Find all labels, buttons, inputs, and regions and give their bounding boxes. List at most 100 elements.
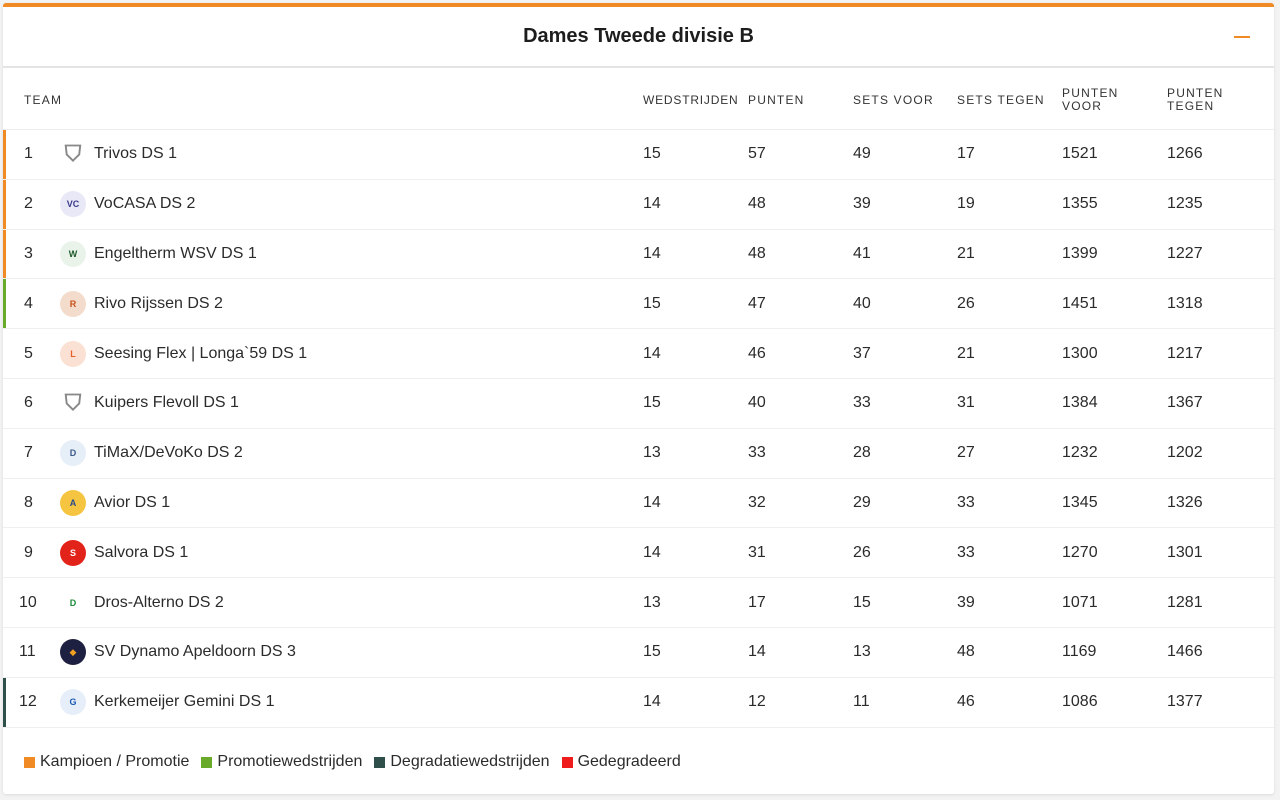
legend-item: Promotiewedstrijden xyxy=(201,753,362,771)
cell-w: 14 xyxy=(643,244,661,262)
cell-sv: 37 xyxy=(853,344,871,362)
status-indicator xyxy=(3,279,6,329)
cell-pv: 1451 xyxy=(1062,294,1098,312)
team-name[interactable]: Engeltherm WSV DS 1 xyxy=(94,244,257,262)
team-name[interactable]: Salvora DS 1 xyxy=(94,543,189,561)
cell-w: 14 xyxy=(643,543,661,561)
card-header: Dames Tweede divisie B xyxy=(3,7,1274,68)
cell-st: 19 xyxy=(957,195,975,213)
cell-w: 13 xyxy=(643,593,661,611)
devoko-logo-icon: D xyxy=(60,440,86,467)
table-header: TEAM WEDSTRIJDEN PUNTEN SETS VOOR SETS T… xyxy=(3,68,1274,130)
cell-pv: 1169 xyxy=(1062,643,1097,661)
cell-w: 14 xyxy=(643,493,661,511)
table-row[interactable]: 10 D Dros-Alterno DS 2 13 17 15 39 1071 1281 xyxy=(3,578,1274,628)
team-name[interactable]: Dros-Alterno DS 2 xyxy=(94,593,224,611)
status-indicator xyxy=(3,329,6,378)
table-row[interactable]: 7 D TiMaX/DeVoKo DS 2 13 33 28 27 1232 1202 xyxy=(3,429,1274,479)
table-row[interactable]: 11 ◆ SV Dynamo Apeldoorn DS 3 15 14 13 48 116… xyxy=(3,628,1274,678)
cell-st: 21 xyxy=(957,344,975,362)
col-wedstrijden: WEDSTRIJDEN xyxy=(643,93,739,107)
cell-pv: 1345 xyxy=(1062,493,1098,511)
table-row[interactable]: 2 VC VoCASA DS 2 14 48 39 19 1355 1235 xyxy=(3,179,1274,230)
col-sets-tegen: SETS TEGEN xyxy=(957,93,1045,107)
cell-sv: 13 xyxy=(853,643,871,661)
cell-pt: 1281 xyxy=(1167,593,1203,611)
table-row[interactable]: 8 A Avior DS 1 14 32 29 33 1345 1326 xyxy=(3,479,1274,529)
table-row[interactable]: 12 G Kerkemeijer Gemini DS 1 14 12 11 46 1086… xyxy=(3,677,1274,728)
team-name[interactable]: Avior DS 1 xyxy=(94,493,171,511)
cell-sv: 28 xyxy=(853,444,871,462)
col-punten-voor: PUNTEN VOOR xyxy=(1062,86,1119,113)
standings-card: Dames Tweede divisie B TEAM WEDSTRIJDEN … xyxy=(3,3,1274,794)
legend-item: Degradatiewedstrijden xyxy=(374,753,550,771)
table-row[interactable]: 1 ⛉ Trivos DS 1 15 57 49 17 1521 1266 xyxy=(3,130,1274,180)
shield-icon: ⛉ xyxy=(64,141,82,167)
team-name[interactable]: Trivos DS 1 xyxy=(94,145,177,163)
cell-sv: 33 xyxy=(853,394,871,412)
collapse-icon[interactable] xyxy=(1234,36,1250,38)
cell-sv: 15 xyxy=(853,593,871,611)
cell-pv: 1521 xyxy=(1062,145,1098,163)
cell-pt: 1235 xyxy=(1167,195,1203,213)
legend-label: Promotiewedstrijden xyxy=(217,753,363,770)
team-name[interactable]: SV Dynamo Apeldoorn DS 3 xyxy=(94,643,296,661)
cell-p: 48 xyxy=(748,244,766,262)
cell-pv: 1232 xyxy=(1062,444,1098,462)
avior-logo-icon: A xyxy=(60,489,86,516)
table-row[interactable]: 3 W Engeltherm WSV DS 1 14 48 41 21 1399 1227 xyxy=(3,229,1274,280)
legend-swatch-icon xyxy=(561,756,573,768)
cell-st: 39 xyxy=(957,593,975,611)
cell-w: 15 xyxy=(643,643,661,661)
gemini-logo-icon: G xyxy=(60,689,86,716)
cell-pv: 1071 xyxy=(1062,593,1098,611)
cell-pt: 1466 xyxy=(1167,643,1203,661)
cell-p: 31 xyxy=(748,543,766,561)
cell-p: 46 xyxy=(748,344,766,362)
cell-p: 12 xyxy=(748,693,766,711)
legend-label: Gedegradeerd xyxy=(577,753,681,770)
cell-pt: 1367 xyxy=(1167,394,1203,412)
cell-pv: 1384 xyxy=(1062,394,1098,412)
page-title: Dames Tweede divisie B xyxy=(523,25,754,47)
legend-swatch-icon xyxy=(374,756,386,768)
cell-p: 57 xyxy=(748,145,766,163)
rank: 3 xyxy=(24,244,33,262)
team-name[interactable]: Seesing Flex | Longa`59 DS 1 xyxy=(94,344,308,362)
team-name[interactable]: TiMaX/DeVoKo DS 2 xyxy=(94,444,243,462)
cell-p: 33 xyxy=(748,444,766,462)
status-indicator xyxy=(3,130,6,179)
cell-pv: 1086 xyxy=(1062,693,1098,711)
team-name[interactable]: VoCASA DS 2 xyxy=(94,195,196,213)
cell-st: 33 xyxy=(957,543,975,561)
cell-st: 33 xyxy=(957,493,975,511)
cell-st: 31 xyxy=(957,394,975,412)
cell-pv: 1355 xyxy=(1062,195,1098,213)
table-row[interactable]: 6 ⛉ Kuipers Flevoll DS 1 15 40 33 31 1384 1367 xyxy=(3,379,1274,429)
rivo-logo-icon: R xyxy=(60,290,86,317)
cell-p: 17 xyxy=(748,593,766,611)
table-row[interactable]: 5 L Seesing Flex | Longa`59 DS 1 14 46 37 21… xyxy=(3,329,1274,379)
cell-w: 15 xyxy=(643,145,661,163)
status-indicator xyxy=(3,628,6,677)
cell-sv: 49 xyxy=(853,145,871,163)
cell-p: 47 xyxy=(748,294,766,312)
cell-p: 32 xyxy=(748,493,766,511)
team-name[interactable]: Kuipers Flevoll DS 1 xyxy=(94,394,239,412)
col-punten: PUNTEN xyxy=(748,93,805,107)
team-name[interactable]: Rivo Rijssen DS 2 xyxy=(94,294,223,312)
status-indicator xyxy=(3,677,6,727)
table-row[interactable]: 9 S Salvora DS 1 14 31 26 33 1270 1301 xyxy=(3,528,1274,579)
team-name[interactable]: Kerkemeijer Gemini DS 1 xyxy=(94,693,275,711)
legend-swatch-icon xyxy=(201,756,213,768)
cell-sv: 41 xyxy=(853,244,871,262)
cell-sv: 39 xyxy=(853,195,871,213)
col-team: TEAM xyxy=(24,93,63,107)
vocasa-logo-icon: VC xyxy=(60,191,86,218)
cell-w: 14 xyxy=(643,195,661,213)
cell-w: 15 xyxy=(643,294,661,312)
cell-st: 17 xyxy=(957,145,975,163)
table-body: 1 ⛉ Trivos DS 1 15 57 49 17 1521 1266 2 VC VoC… xyxy=(3,130,1274,728)
table-row[interactable]: 4 R Rivo Rijssen DS 2 15 47 40 26 1451 1318 xyxy=(3,279,1274,330)
legend-item: Gedegradeerd xyxy=(561,753,681,771)
